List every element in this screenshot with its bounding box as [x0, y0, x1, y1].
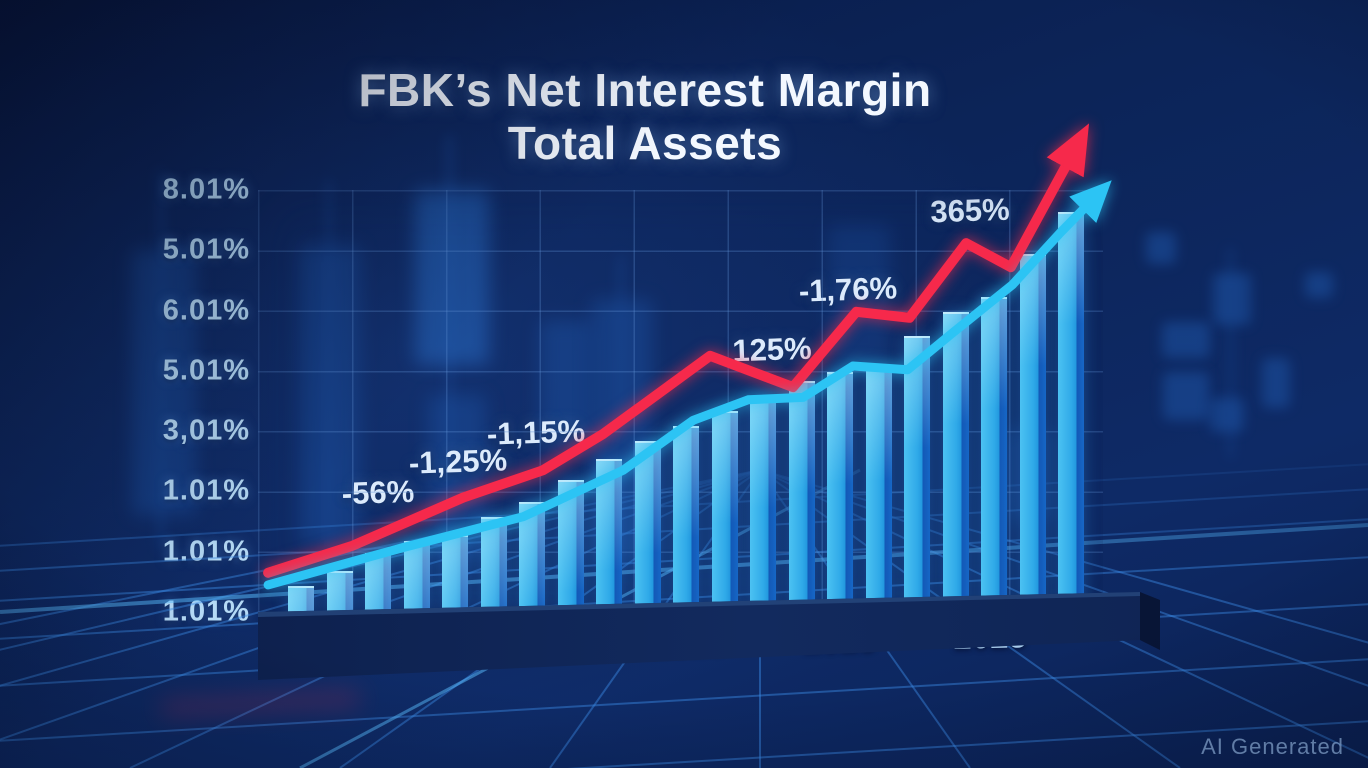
y-axis-label: 6.01% — [162, 294, 250, 327]
red-reflection-glow — [159, 691, 361, 716]
candlestick — [1163, 372, 1209, 420]
y-axis-label: 1.01% — [162, 595, 250, 628]
candlestick — [1146, 232, 1176, 264]
y-axis-label: 5.01% — [162, 233, 250, 266]
ai-generated-watermark: AI Generated — [1201, 734, 1344, 759]
candlestick — [1262, 358, 1290, 408]
candlestick — [1162, 322, 1210, 358]
candlestick — [1213, 273, 1251, 325]
y-axis-label: 1.01% — [162, 474, 250, 507]
chart-title-line2: Total Assets — [507, 117, 783, 170]
candlestick — [1305, 272, 1333, 298]
y-axis-label: 1.01% — [162, 535, 250, 568]
y-axis-label: 5.01% — [162, 354, 250, 387]
lines-svg — [263, 123, 1112, 590]
trend-line-red — [263, 123, 1090, 578]
y-axis-label: 3,01% — [162, 414, 250, 447]
chart-title: FBK’s Net Interest Margin Total Assets — [290, 64, 1000, 171]
y-axis-label: 8.01% — [162, 173, 250, 206]
candlestick — [1210, 398, 1244, 432]
chart-title-line1: FBK’s Net Interest Margin — [358, 64, 932, 116]
